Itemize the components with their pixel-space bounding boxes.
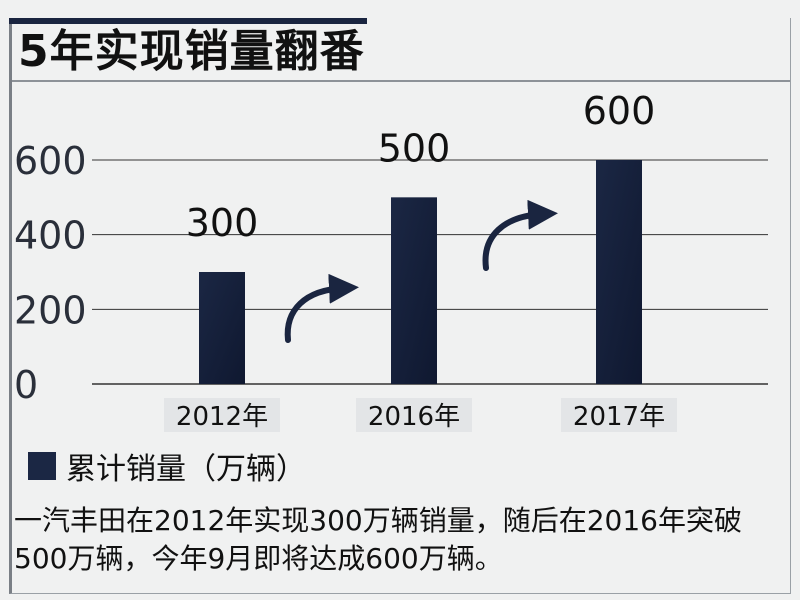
title-accent-bar <box>9 18 367 24</box>
growth-arrow-2 <box>482 199 558 271</box>
chart-frame <box>9 18 791 594</box>
bar-2012年 <box>199 272 245 384</box>
chart-caption: 一汽丰田在2012年实现300万辆销量，随后在2016年突破500万辆，今年9月… <box>14 504 742 575</box>
bar-2017年 <box>596 160 642 384</box>
category-label: 2012年 <box>176 402 268 432</box>
category-label-bg <box>561 398 677 432</box>
y-tick-label: 400 <box>14 214 87 258</box>
y-tick-label: 200 <box>14 288 87 332</box>
category-label-bg <box>356 398 472 432</box>
bar-2016年 <box>391 197 437 384</box>
title-divider <box>12 80 790 82</box>
y-tick-label: 600 <box>14 139 87 183</box>
data-label: 600 <box>583 89 656 133</box>
category-label: 2017年 <box>573 402 665 432</box>
category-label-bg <box>164 398 280 432</box>
y-tick-label: 0 <box>14 363 38 407</box>
data-label: 500 <box>378 126 451 170</box>
legend-label: 累计销量（万辆） <box>66 452 306 487</box>
growth-arrow-1 <box>284 273 359 343</box>
category-label: 2016年 <box>368 402 460 432</box>
legend: 累计销量（万辆） <box>28 446 306 487</box>
legend-swatch <box>28 452 56 480</box>
data-label: 300 <box>186 201 259 245</box>
chart-title: 5年实现销量翻番 <box>18 26 365 77</box>
